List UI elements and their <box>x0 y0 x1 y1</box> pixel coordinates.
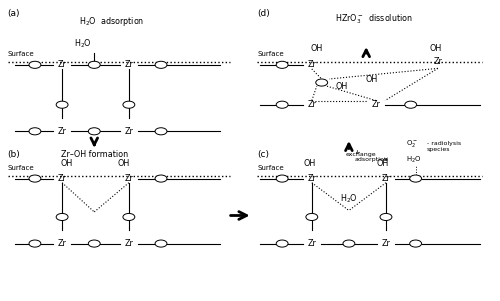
Text: Zr: Zr <box>308 174 316 183</box>
Circle shape <box>29 128 41 135</box>
Text: (b): (b) <box>8 150 20 160</box>
Circle shape <box>123 213 135 221</box>
Circle shape <box>56 213 68 221</box>
Circle shape <box>88 128 100 135</box>
Circle shape <box>410 175 422 182</box>
Text: OH: OH <box>336 82 347 92</box>
Circle shape <box>343 240 355 247</box>
Circle shape <box>155 61 167 68</box>
Text: - radiolysis: - radiolysis <box>426 141 460 146</box>
Circle shape <box>316 79 328 86</box>
Text: (d): (d) <box>258 9 270 18</box>
Circle shape <box>155 240 167 247</box>
Text: adsorption: adsorption <box>354 157 388 163</box>
Circle shape <box>155 128 167 135</box>
Text: OH: OH <box>303 159 316 168</box>
Circle shape <box>29 61 41 68</box>
Circle shape <box>123 101 135 108</box>
Text: Zr: Zr <box>58 239 66 248</box>
Text: Zr: Zr <box>372 100 380 109</box>
Text: Zr: Zr <box>58 127 66 136</box>
Text: exchange: exchange <box>346 151 376 157</box>
Text: Zr: Zr <box>308 239 316 248</box>
Text: Zr: Zr <box>124 60 134 69</box>
Circle shape <box>29 240 41 247</box>
Text: Surface: Surface <box>8 51 34 57</box>
Text: H$_2$O  adsorption: H$_2$O adsorption <box>79 15 144 29</box>
Circle shape <box>88 61 100 68</box>
Text: H$_2$O: H$_2$O <box>74 38 92 50</box>
Text: OH: OH <box>430 44 442 53</box>
Text: Zr: Zr <box>308 100 316 109</box>
Circle shape <box>29 175 41 182</box>
Circle shape <box>276 61 288 68</box>
Circle shape <box>276 101 288 108</box>
Text: Zr–OH formation: Zr–OH formation <box>60 150 128 160</box>
Circle shape <box>276 175 288 182</box>
Circle shape <box>276 240 288 247</box>
Circle shape <box>56 101 68 108</box>
Circle shape <box>380 213 392 221</box>
Text: O$_2^-$: O$_2^-$ <box>406 138 418 149</box>
Text: Zr: Zr <box>58 174 66 183</box>
Text: Zr: Zr <box>308 60 316 69</box>
Text: Zr: Zr <box>124 174 134 183</box>
Text: OH: OH <box>376 159 388 168</box>
Text: Zr: Zr <box>382 174 390 183</box>
Text: OH: OH <box>365 75 378 84</box>
Circle shape <box>88 240 100 247</box>
Text: species: species <box>426 147 450 151</box>
Circle shape <box>155 175 167 182</box>
Text: Zr: Zr <box>124 127 134 136</box>
Text: Surface: Surface <box>8 165 34 171</box>
Text: OH: OH <box>310 44 323 53</box>
Text: OH: OH <box>61 159 73 168</box>
Text: H$_2$O: H$_2$O <box>340 193 358 206</box>
Text: Zr: Zr <box>58 60 66 69</box>
Circle shape <box>410 240 422 247</box>
Circle shape <box>405 101 416 108</box>
Text: Surface: Surface <box>258 51 284 57</box>
Text: OH: OH <box>118 159 130 168</box>
Text: Surface: Surface <box>258 165 284 171</box>
Text: (a): (a) <box>8 9 20 18</box>
Text: Zr: Zr <box>382 239 390 248</box>
Text: Zr: Zr <box>434 57 442 66</box>
Circle shape <box>306 213 318 221</box>
Text: (c): (c) <box>258 150 270 160</box>
Text: H$_2$O: H$_2$O <box>406 155 422 165</box>
Text: Zr: Zr <box>124 239 134 248</box>
Text: HZrO$_3^-$  dissolution: HZrO$_3^-$ dissolution <box>334 12 412 26</box>
